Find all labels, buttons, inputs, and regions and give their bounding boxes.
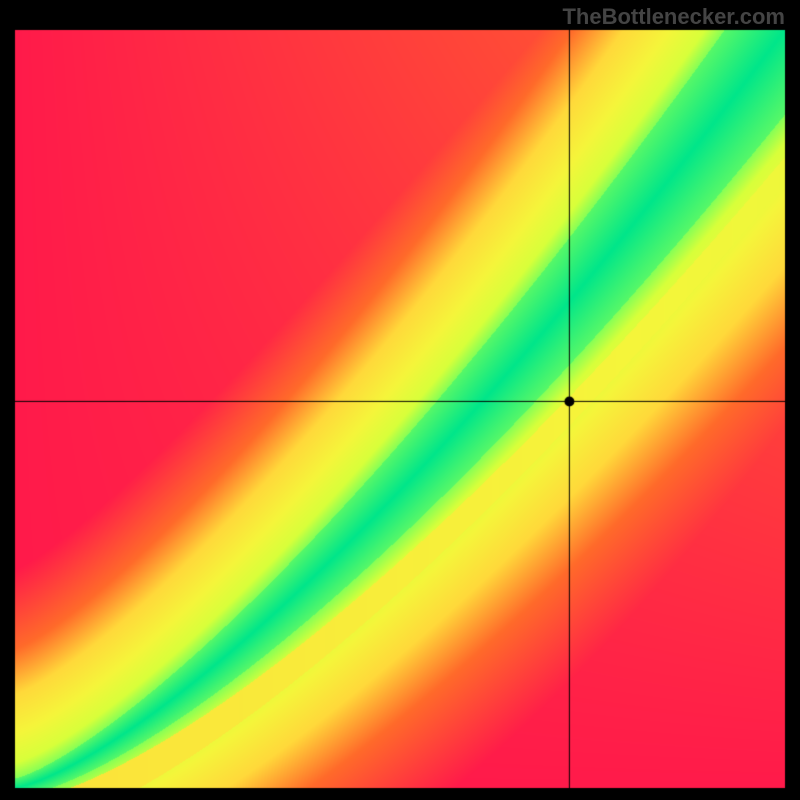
watermark-text: TheBottlenecker.com [562,4,785,30]
heatmap-canvas [0,0,800,800]
bottleneck-heatmap-container: TheBottlenecker.com [0,0,800,800]
